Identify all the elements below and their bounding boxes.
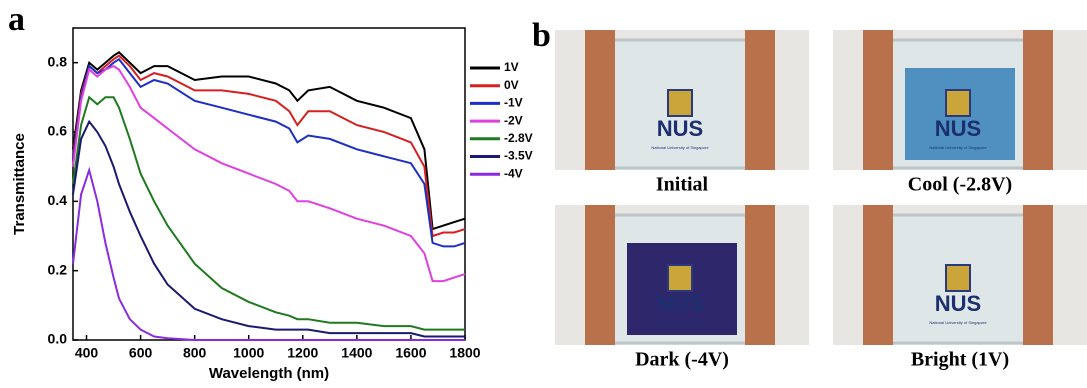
x-tick-label: 800 (183, 345, 207, 361)
photo-caption: Cool (-2.8V) (908, 174, 1012, 196)
y-tick-label: 0.6 (48, 123, 68, 139)
x-tick-label: 1600 (395, 345, 426, 361)
logo-text: NUS (935, 116, 981, 141)
legend-label: 1V (504, 60, 519, 74)
copper-strip (1023, 205, 1053, 345)
y-tick-label: 0.4 (48, 192, 68, 208)
crest (667, 89, 693, 117)
x-tick-label: 1800 (449, 345, 480, 361)
x-tick-label: 1000 (233, 345, 264, 361)
logo-subtext: National University of Singapore (929, 145, 987, 150)
photo-caption: Dark (-4V) (635, 349, 729, 371)
y-tick-label: 0.2 (48, 261, 68, 277)
series-line (72, 51, 466, 231)
crest (667, 264, 693, 292)
copper-strip (863, 30, 893, 170)
x-tick-label: 1200 (287, 345, 318, 361)
x-tick-label: 1400 (341, 345, 372, 361)
logo-text: NUS (935, 291, 981, 316)
x-tick-label: 400 (75, 345, 99, 361)
logo-subtext: National University of Singapore (651, 320, 709, 325)
photo: NUS National University of Singapore (555, 30, 809, 170)
photo-caption: Initial (656, 174, 709, 196)
logo-subtext: National University of Singapore (929, 320, 987, 325)
logo-text: NUS (657, 116, 703, 141)
y-tick-label: 0.8 (48, 53, 68, 69)
series-line (72, 54, 466, 238)
legend-label: -2.8V (504, 131, 533, 145)
series-line (72, 119, 465, 338)
series-line (72, 166, 465, 341)
copper-strip (585, 30, 615, 170)
photo: NUS National University of Singapore (555, 205, 809, 345)
copper-strip (1023, 30, 1053, 170)
copper-strip (863, 205, 893, 345)
copper-strip (745, 30, 775, 170)
crest (945, 264, 971, 292)
series-line (72, 57, 466, 248)
legend-label: -4V (504, 166, 523, 180)
series-line (72, 95, 465, 331)
photo-caption: Bright (1V) (911, 349, 1009, 371)
legend-label: -1V (504, 96, 523, 110)
copper-strip (585, 205, 615, 345)
legend-label: -3.5V (504, 149, 533, 163)
legend-label: -2V (504, 113, 523, 127)
series-line (72, 64, 466, 283)
legend-label: 0V (504, 78, 519, 92)
x-tick-label: 600 (129, 345, 153, 361)
panel-label: b (532, 17, 551, 54)
y-axis-label: Transmittance (11, 133, 28, 235)
photo: NUS National University of Singapore (833, 205, 1087, 345)
copper-strip (745, 205, 775, 345)
x-axis-label: Wavelength (nm) (209, 365, 329, 382)
crest (945, 89, 971, 117)
logo-text: NUS (657, 291, 703, 316)
panel-label: a (8, 1, 25, 38)
logo-subtext: National University of Singapore (651, 145, 709, 150)
y-tick-label: 0.0 (48, 331, 68, 347)
photo: NUS National University of Singapore (833, 30, 1087, 170)
